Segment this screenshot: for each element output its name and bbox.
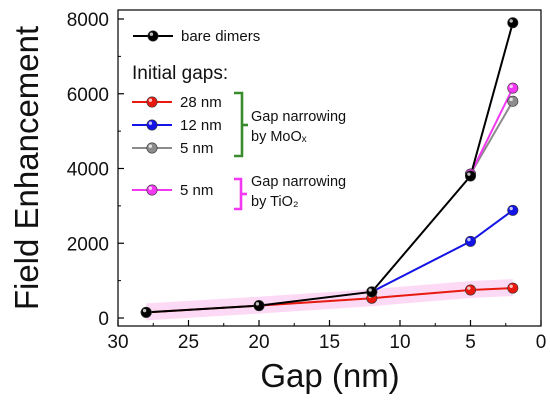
legend-marker xyxy=(147,30,159,42)
marker-highlight xyxy=(509,206,513,211)
x-tick-label: 20 xyxy=(248,332,269,353)
marker-highlight xyxy=(509,284,513,288)
legend-label: 12 nm xyxy=(180,117,222,134)
legend-marker xyxy=(146,119,158,131)
bracket-mo xyxy=(234,91,244,158)
x-tick-label: 15 xyxy=(319,332,340,353)
legend-marker xyxy=(146,96,158,108)
marker-body xyxy=(464,235,476,247)
marker-body xyxy=(146,142,158,154)
x-tick-label: 25 xyxy=(178,332,199,353)
marker-highlight xyxy=(467,286,471,290)
marker-highlight xyxy=(467,172,471,176)
annotation-ti-line2: by TiO₂ xyxy=(251,194,299,210)
legend-label: 5 nm xyxy=(180,182,213,199)
data-point xyxy=(507,82,519,94)
legend-label: 28 nm xyxy=(180,94,222,111)
x-axis-title: Gap (nm) xyxy=(260,357,399,394)
data-point xyxy=(507,17,519,29)
legend-label: 5 nm xyxy=(180,140,213,157)
plot-frame xyxy=(117,9,542,327)
marker-highlight xyxy=(509,19,513,23)
data-point xyxy=(464,284,476,296)
marker-body xyxy=(147,30,159,42)
marker-highlight xyxy=(467,237,471,242)
legend-heading: Initial gaps: xyxy=(132,63,228,84)
y-tick-label: 2000 xyxy=(67,234,109,255)
marker-body xyxy=(464,170,476,182)
annotation-ti-line1: Gap narrowing xyxy=(251,174,346,190)
y-tick-label: 6000 xyxy=(67,85,109,106)
annotation-mo-line1: Gap narrowing xyxy=(251,109,346,125)
y-tick-label: 0 xyxy=(98,309,109,330)
series-layer xyxy=(140,17,519,318)
marker-body xyxy=(507,82,519,94)
marker-highlight xyxy=(148,144,153,148)
annotation-mo-line2: by MoOₓ xyxy=(251,129,307,145)
series-line xyxy=(371,209,514,293)
data-point xyxy=(507,95,519,107)
x-tick-label: 10 xyxy=(389,332,410,353)
marker-highlight xyxy=(148,121,153,125)
legend-layer: bare dimers Initial gaps: 28 nm 12 nm 5 nm 5 … xyxy=(132,28,346,211)
legend-label: bare dimers xyxy=(181,28,260,45)
data-point xyxy=(464,170,476,182)
data-point xyxy=(366,286,378,298)
marker-highlight xyxy=(148,98,153,102)
shaded-band xyxy=(146,279,513,321)
x-tick-label: 0 xyxy=(536,332,547,353)
y-tick-label: 8000 xyxy=(67,10,109,31)
marker-highlight xyxy=(149,32,154,36)
marker-highlight xyxy=(368,288,372,292)
data-point xyxy=(140,306,152,318)
y-tick-label: 4000 xyxy=(67,160,109,181)
marker-highlight xyxy=(509,84,513,89)
y-axis-title: Field Enhancement xyxy=(8,26,45,310)
series-line xyxy=(469,87,514,175)
data-point xyxy=(464,235,476,247)
legend-marker xyxy=(146,142,158,154)
x-tick-label: 5 xyxy=(465,332,476,353)
marker-body xyxy=(140,306,152,318)
marker-body xyxy=(146,184,158,196)
data-point xyxy=(507,204,519,216)
marker-highlight xyxy=(142,308,147,313)
marker-body xyxy=(146,119,158,131)
data-point xyxy=(253,300,265,312)
marker-body xyxy=(253,300,265,312)
marker-body xyxy=(507,282,519,294)
marker-body xyxy=(507,17,519,29)
marker-highlight xyxy=(148,186,153,190)
marker-body xyxy=(366,286,378,298)
axes-layer: 30 25 20 15 10 5 0 0 2000 4000 6000 8000 xyxy=(67,9,547,353)
marker-body xyxy=(507,204,519,216)
legend-marker xyxy=(146,184,158,196)
data-point xyxy=(507,282,519,294)
marker-body xyxy=(146,96,158,108)
marker-highlight xyxy=(509,97,513,102)
marker-body xyxy=(507,95,519,107)
marker-body xyxy=(464,284,476,296)
bracket-ti xyxy=(234,177,243,211)
marker-highlight xyxy=(255,302,260,306)
shaded-band-layer xyxy=(146,279,513,321)
x-tick-label: 30 xyxy=(107,332,128,353)
